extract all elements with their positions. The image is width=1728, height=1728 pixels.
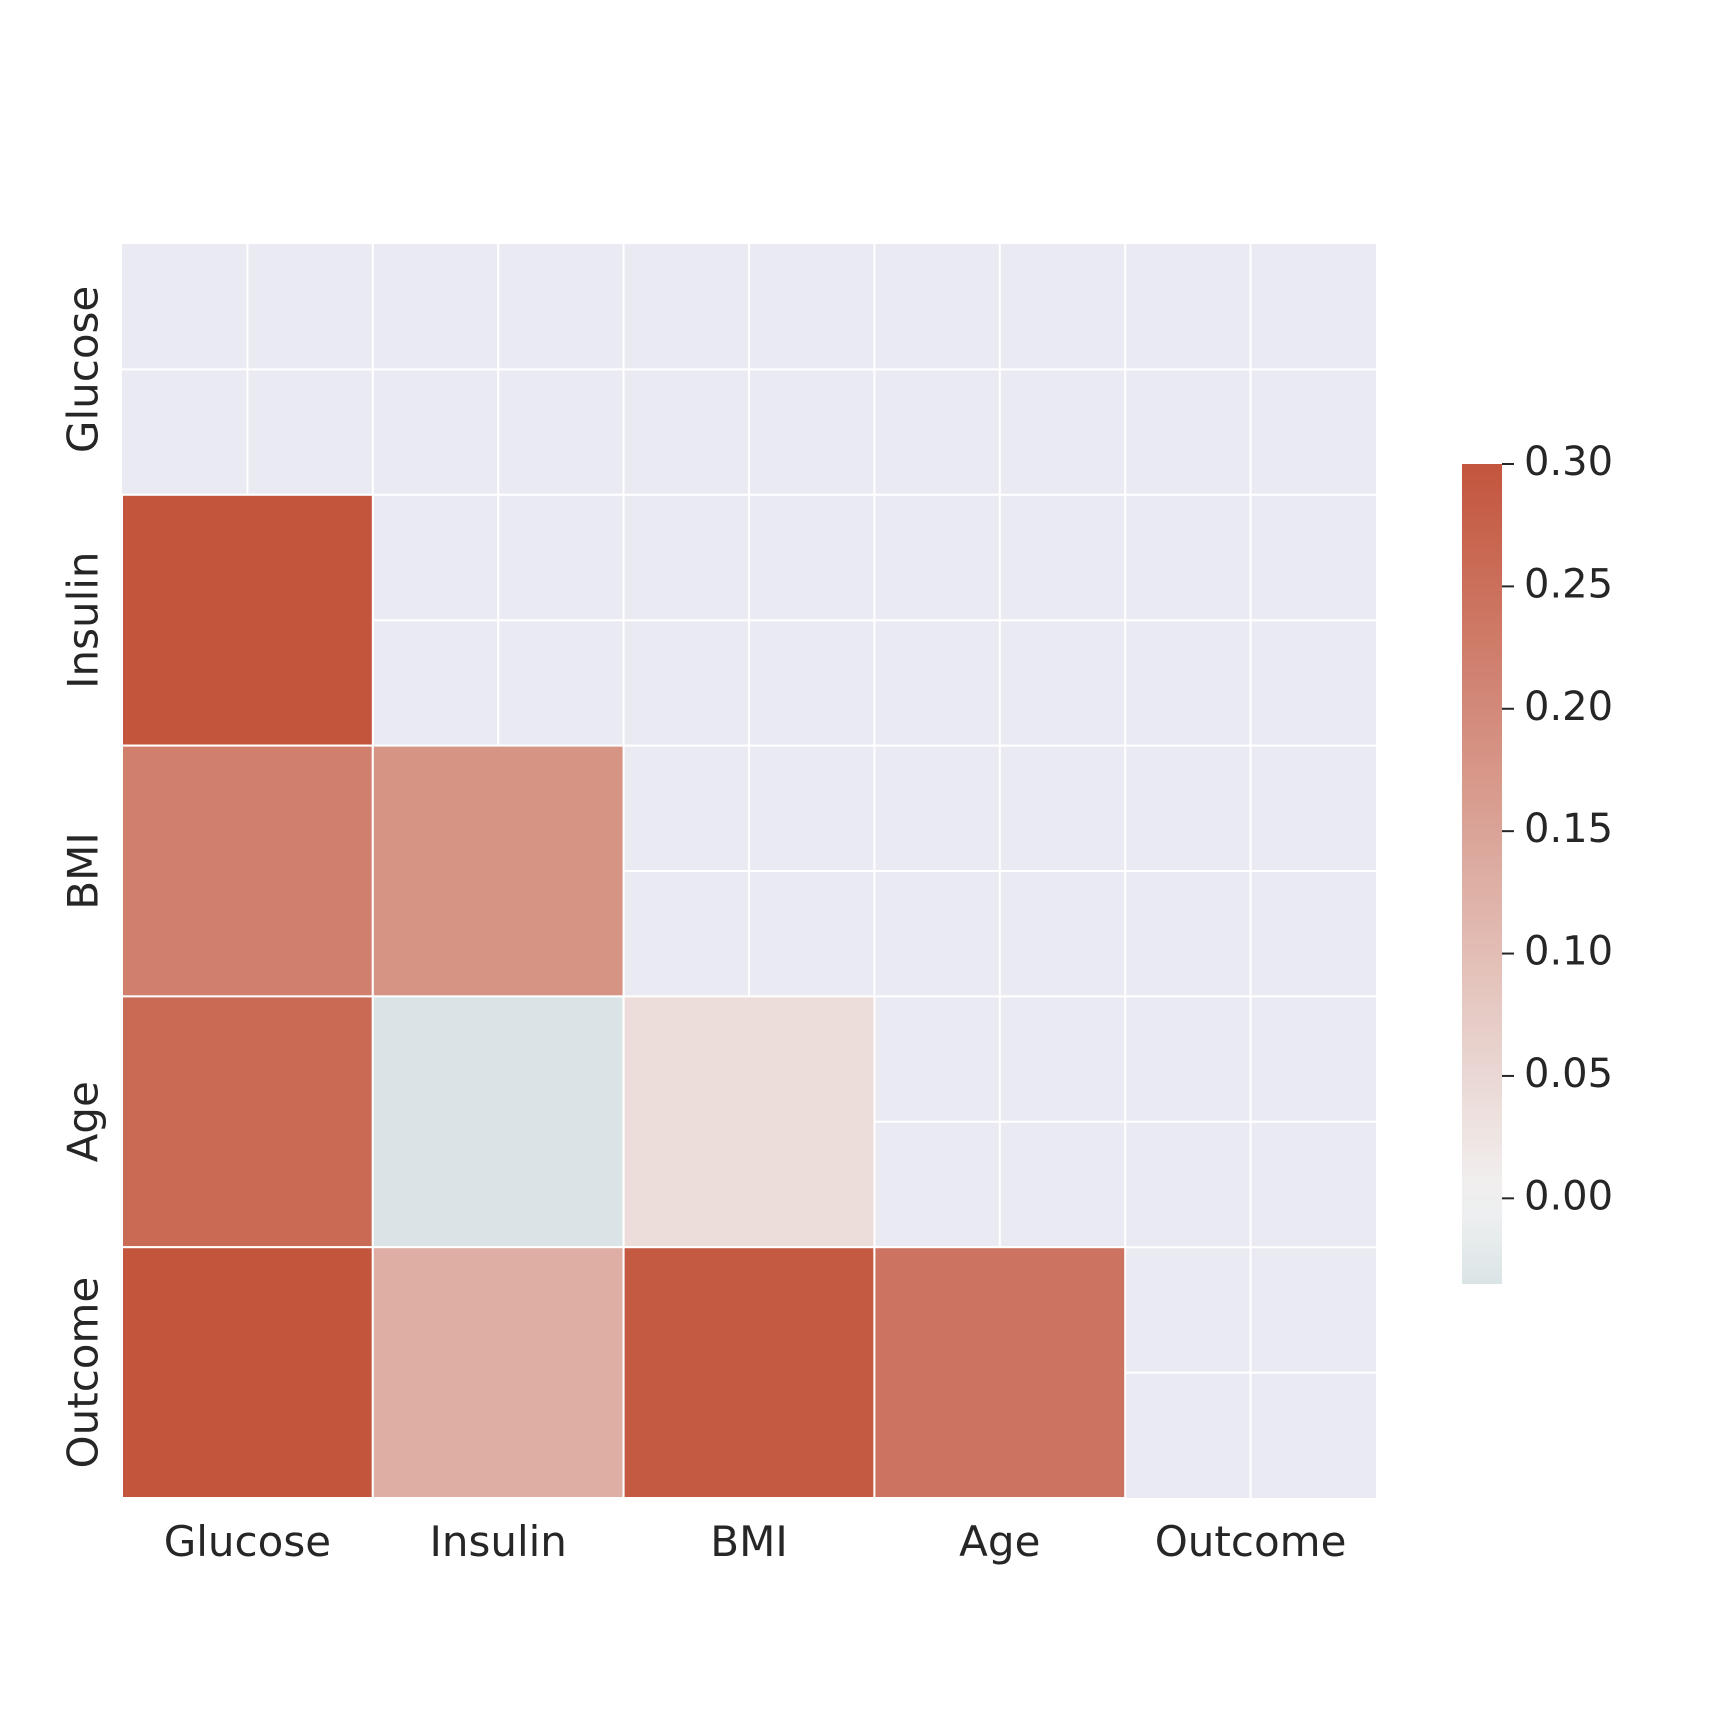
- colorbar-tick-label: 0.25: [1524, 561, 1613, 607]
- heatmap-cell-age-glucose: [121, 995, 374, 1249]
- colorbar-tick-label: 0.05: [1524, 1051, 1613, 1097]
- heatmap-cell-age-insulin: [371, 995, 625, 1249]
- colorbar-tick-label: 0.20: [1524, 684, 1613, 730]
- colorbar-gradient: [1462, 464, 1502, 1284]
- colorbar-tick-label: 0.30: [1524, 439, 1613, 485]
- heatmap-cell-age-bmi: [622, 995, 876, 1249]
- y-tick-label: Age: [59, 1081, 108, 1162]
- heatmap-cell-outcome-glucose: [121, 1246, 374, 1499]
- heatmap-cell-insulin-glucose: [121, 493, 374, 747]
- colorbar-ticks: 0.30 0.25 0.20 0.15 0.10 0.05 0.00: [1502, 439, 1613, 1219]
- colorbar-tick-label: 0.00: [1524, 1173, 1613, 1219]
- heatmap-cell-bmi-glucose: [121, 744, 374, 998]
- x-tick-label: Insulin: [429, 1517, 566, 1566]
- heatmap-cell-bmi-insulin: [371, 744, 625, 998]
- x-tick-label: BMI: [710, 1517, 787, 1566]
- heatmap-cell-outcome-bmi: [622, 1246, 876, 1499]
- heatmap-cell-outcome-age: [873, 1246, 1127, 1499]
- x-axis-tick-labels: Glucose Insulin BMI Age Outcome: [164, 1517, 1347, 1566]
- x-tick-label: Glucose: [164, 1517, 331, 1566]
- colorbar-tick-label: 0.10: [1524, 929, 1613, 975]
- x-tick-label: Age: [959, 1517, 1040, 1566]
- y-tick-label: BMI: [59, 832, 108, 909]
- x-tick-label: Outcome: [1155, 1517, 1347, 1566]
- heatmap-cell-outcome-insulin: [371, 1246, 625, 1499]
- y-tick-label: Glucose: [59, 286, 108, 453]
- heatmap-cells: [121, 493, 1127, 1499]
- y-axis-tick-labels: Glucose Insulin BMI Age Outcome: [59, 286, 108, 1469]
- colorbar: 0.30 0.25 0.20 0.15 0.10 0.05 0.00: [1462, 439, 1613, 1284]
- y-tick-label: Insulin: [59, 551, 108, 688]
- y-tick-label: Outcome: [59, 1277, 108, 1469]
- colorbar-tick-label: 0.15: [1524, 806, 1613, 852]
